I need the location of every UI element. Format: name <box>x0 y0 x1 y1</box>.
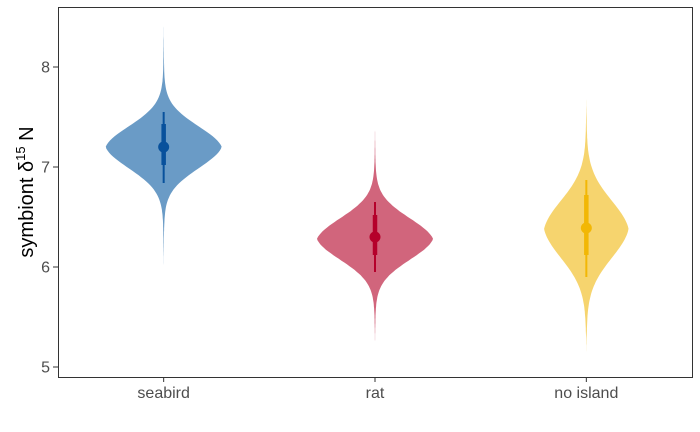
y-axis-title: symbiont δ15 N <box>13 126 38 257</box>
x-axis: seabird rat no island <box>137 377 618 402</box>
y-tick-label: 7 <box>41 160 50 177</box>
y-tick-label: 5 <box>41 360 50 377</box>
x-tick-label: no island <box>554 385 618 402</box>
median-point <box>580 222 592 234</box>
median-point <box>369 231 381 243</box>
y-tick-label: 6 <box>41 260 50 277</box>
y-tick-label: 8 <box>41 60 50 77</box>
violins-layer <box>105 22 629 352</box>
x-tick-label: seabird <box>137 385 189 402</box>
median-point <box>158 141 170 153</box>
y-axis: 5 6 7 8 <box>41 60 58 377</box>
x-tick-label: rat <box>366 385 385 402</box>
